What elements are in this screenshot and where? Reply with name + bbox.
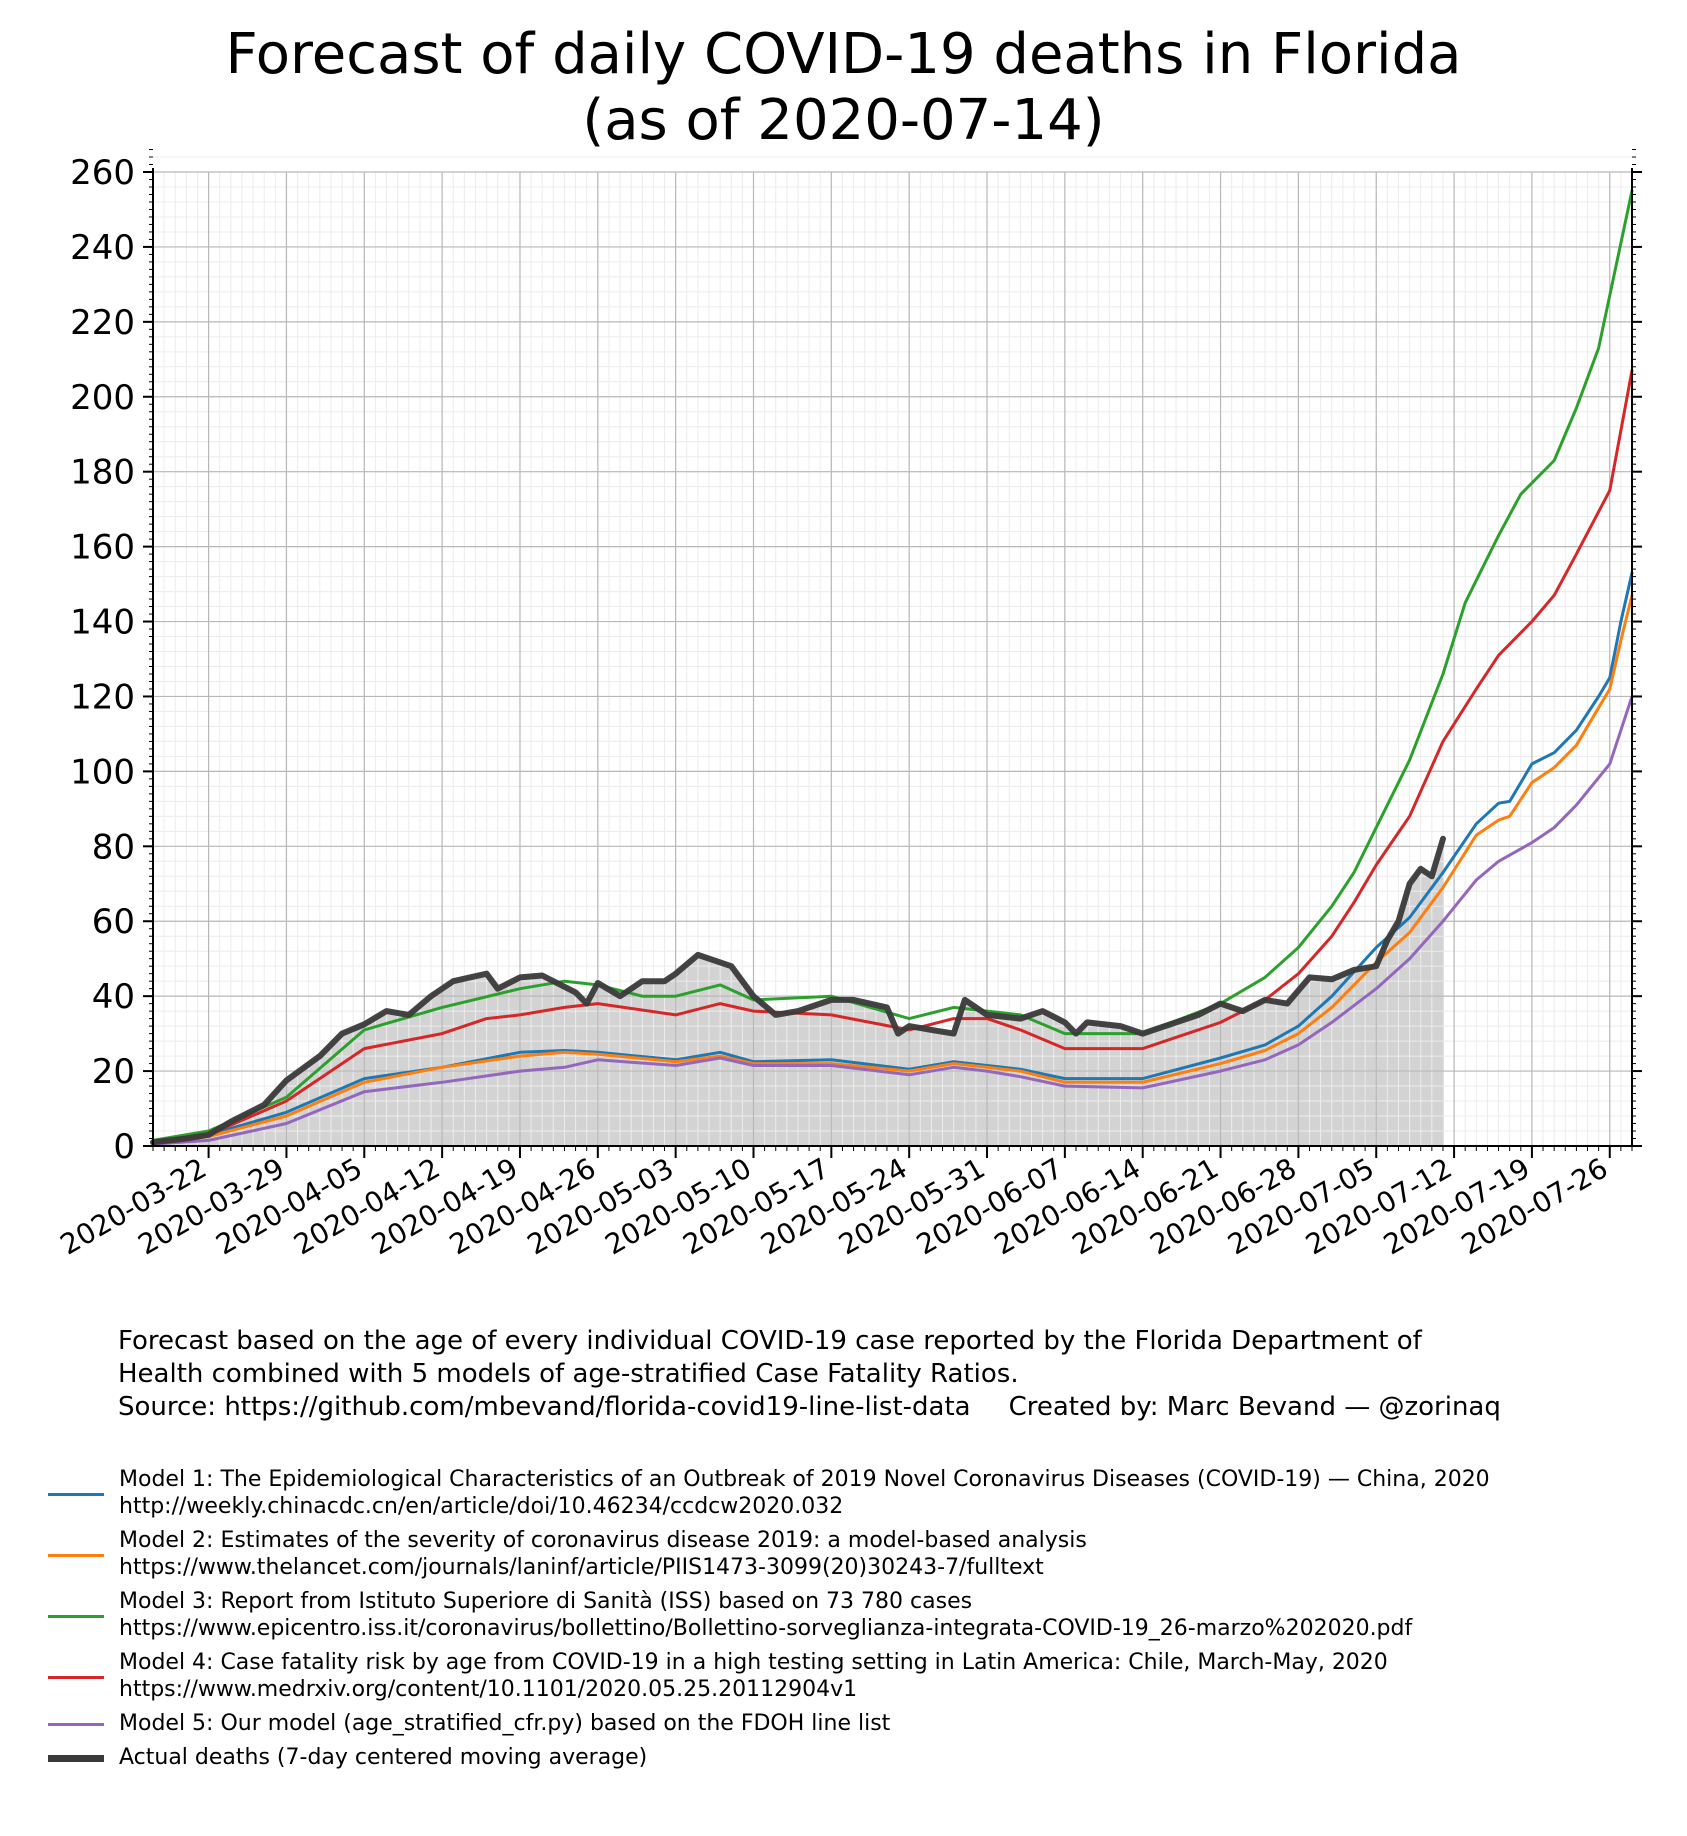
chart-title: Forecast of daily COVID-19 deaths in Flo… — [0, 22, 1687, 154]
chart-subtitle: (as of 2020-07-14) — [582, 88, 1105, 153]
legend: Model 1: The Epidemiological Characteris… — [48, 1466, 1490, 1778]
caption-line1: Forecast based on the age of every indiv… — [118, 1326, 1422, 1356]
legend-url: http://weekly.chinacdc.cn/en/article/doi… — [119, 1494, 844, 1519]
major-grid — [153, 171, 1632, 1147]
y-tick-label: 60 — [92, 902, 135, 942]
legend-item-model3: Model 3: Report from Istituto Superiore … — [48, 1588, 1490, 1642]
y-tick-label: 40 — [92, 977, 135, 1017]
y-tick-label: 260 — [70, 153, 135, 193]
y-tick-label: 100 — [70, 752, 135, 792]
series-line-actual — [150, 835, 1446, 1146]
series-layer — [150, 189, 1634, 1146]
series-line-model2 — [151, 593, 1634, 1144]
series-line-model3 — [151, 189, 1634, 1142]
y-tick-label: 80 — [92, 827, 135, 867]
legend-label: Model 5: Our model (age_stratified_cfr.p… — [119, 1711, 891, 1736]
legend-url: https://www.thelancet.com/journals/lanin… — [119, 1555, 1044, 1580]
y-tick-label: 160 — [70, 528, 135, 568]
y-tick-label: 140 — [70, 603, 135, 643]
legend-swatch-model2 — [48, 1554, 104, 1557]
y-tick-label: 20 — [92, 1052, 135, 1092]
legend-label: Model 4: Case fatality risk by age from … — [119, 1650, 1388, 1675]
y-tick-label: 240 — [70, 228, 135, 268]
legend-swatch-actual — [48, 1755, 104, 1762]
chart-caption: Forecast based on the age of every indiv… — [118, 1325, 1501, 1424]
y-tick-label: 220 — [70, 303, 135, 343]
legend-item-actual: Actual deaths (7-day centered moving ave… — [48, 1744, 1490, 1771]
legend-swatch-model3 — [48, 1615, 104, 1618]
legend-item-model2: Model 2: Estimates of the severity of co… — [48, 1527, 1490, 1581]
caption-line2: Health combined with 5 models of age-str… — [118, 1359, 1019, 1389]
y-tick-label: 120 — [70, 677, 135, 717]
caption-credit: Created by: Marc Bevand — @zorinaq — [1008, 1392, 1501, 1422]
legend-item-model1: Model 1: The Epidemiological Characteris… — [48, 1466, 1490, 1520]
legend-swatch-model4 — [48, 1676, 104, 1679]
legend-label: Model 1: The Epidemiological Characteris… — [119, 1467, 1490, 1492]
series-line-model4 — [151, 369, 1634, 1144]
legend-item-model4: Model 4: Case fatality risk by age from … — [48, 1649, 1490, 1703]
plot-svg: 0204060801001201401601802002202402602020… — [55, 149, 1642, 1261]
y-tick-label: 180 — [70, 453, 135, 493]
chart-title-line1: Forecast of daily COVID-19 deaths in Flo… — [225, 22, 1462, 87]
legend-label: Model 3: Report from Istituto Superiore … — [119, 1589, 973, 1614]
legend-item-model5: Model 5: Our model (age_stratified_cfr.p… — [48, 1710, 1490, 1737]
legend-label: Model 2: Estimates of the severity of co… — [119, 1528, 1087, 1553]
caption-source: Source: https://github.com/mbevand/flori… — [118, 1392, 971, 1422]
legend-label: Actual deaths (7-day centered moving ave… — [119, 1745, 648, 1770]
y-tick-label: 0 — [113, 1127, 135, 1167]
legend-url: https://www.epicentro.iss.it/coronavirus… — [119, 1616, 1413, 1641]
series-line-model1 — [151, 571, 1634, 1144]
legend-swatch-model5 — [48, 1723, 104, 1726]
y-tick-label: 200 — [70, 378, 135, 418]
legend-swatch-model1 — [48, 1493, 104, 1496]
series-line-model5 — [151, 695, 1634, 1146]
legend-url: https://www.medrxiv.org/content/10.1101/… — [119, 1677, 858, 1702]
grid-layer — [152, 156, 1633, 1147]
